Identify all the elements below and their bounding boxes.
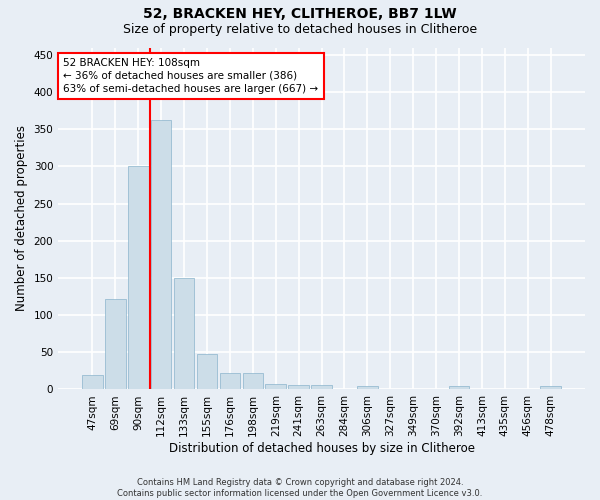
Bar <box>311 385 332 390</box>
Text: Size of property relative to detached houses in Clitheroe: Size of property relative to detached ho… <box>123 22 477 36</box>
Bar <box>541 386 561 390</box>
Bar <box>128 166 149 390</box>
Text: Contains HM Land Registry data © Crown copyright and database right 2024.
Contai: Contains HM Land Registry data © Crown c… <box>118 478 482 498</box>
Bar <box>105 299 125 390</box>
Bar <box>197 354 217 390</box>
Bar <box>449 386 469 390</box>
Y-axis label: Number of detached properties: Number of detached properties <box>15 126 28 312</box>
Text: 52 BRACKEN HEY: 108sqm
← 36% of detached houses are smaller (386)
63% of semi-de: 52 BRACKEN HEY: 108sqm ← 36% of detached… <box>64 58 319 94</box>
Bar <box>357 386 378 390</box>
Bar <box>174 278 194 390</box>
Text: 52, BRACKEN HEY, CLITHEROE, BB7 1LW: 52, BRACKEN HEY, CLITHEROE, BB7 1LW <box>143 8 457 22</box>
Bar <box>289 385 309 390</box>
Bar <box>242 373 263 390</box>
Bar <box>82 374 103 390</box>
X-axis label: Distribution of detached houses by size in Clitheroe: Distribution of detached houses by size … <box>169 442 475 455</box>
Bar <box>265 384 286 390</box>
Bar <box>220 373 240 390</box>
Bar <box>151 120 172 390</box>
